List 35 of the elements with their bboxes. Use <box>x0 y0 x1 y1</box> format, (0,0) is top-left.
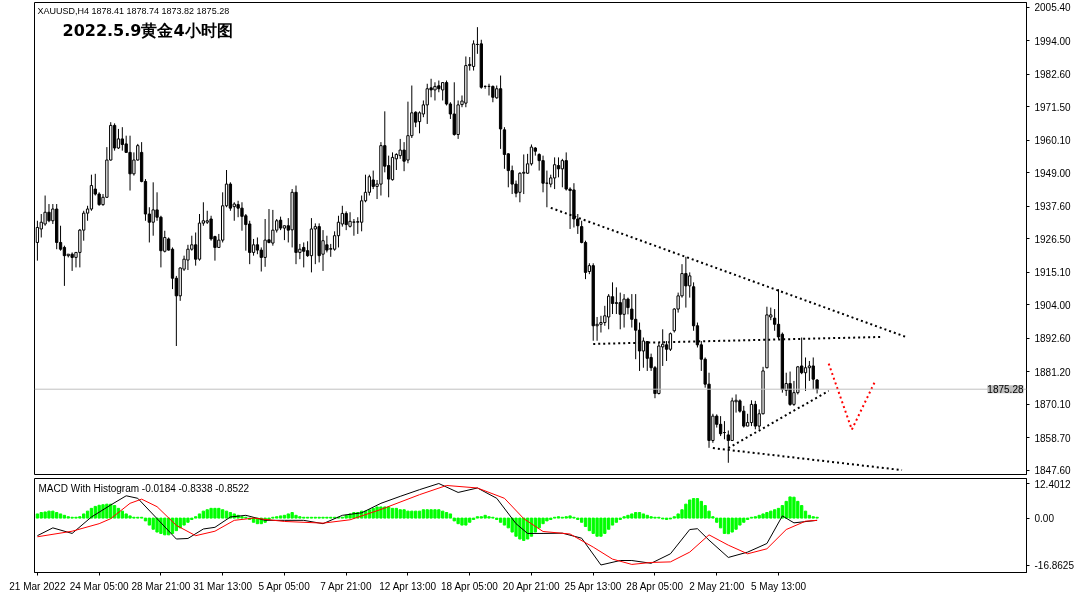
x-tick-label: 12 Apr 13:00 <box>379 580 437 592</box>
y-tick-label: 1994.00 <box>1034 35 1072 47</box>
x-tick-label: 24 Mar 05:00 <box>69 580 130 592</box>
y-tick-label: 1926.50 <box>1034 233 1072 245</box>
y-tick-label: 1982.60 <box>1034 69 1072 81</box>
y-tick-label: 1858.70 <box>1034 432 1072 444</box>
chart-title: MACD With Histogram -0.0184 -0.8338 -0.8522 <box>38 482 250 494</box>
annotation: XAUUSD,H4 1878.41 1878.74 1873.82 1875.28 <box>37 5 230 16</box>
x-tick-label: 31 Mar 13:00 <box>193 580 253 592</box>
x-tick-label: 20 Apr 21:00 <box>502 580 560 592</box>
x-tick-label: 21 Mar 2022 <box>9 580 66 592</box>
x-tick-label: 5 Apr 05:00 <box>258 580 311 592</box>
y-tick-label: 1881.20 <box>1034 366 1072 378</box>
x-tick-label: 5 May 13:00 <box>750 580 807 592</box>
x-tick-label: 7 Apr 21:00 <box>320 580 372 592</box>
y-tick-label: 1915.10 <box>1034 267 1072 279</box>
x-tick-label: 28 Mar 21:00 <box>131 580 191 592</box>
x-tick-label: 25 Apr 13:00 <box>564 580 622 592</box>
text: 2022.5.9黄金4小时图 <box>62 20 233 40</box>
y-tick-label: 1847.60 <box>1034 465 1072 477</box>
x-tick-label: 2 May 21:00 <box>689 580 745 592</box>
x-tick-label: 28 Apr 05:00 <box>626 580 684 592</box>
y-tick-label: 12.4012 <box>1034 478 1072 490</box>
y-tick-label: 0.00 <box>1034 513 1055 525</box>
y-tick-label: 1904.00 <box>1034 299 1072 311</box>
y-tick-label: 1937.60 <box>1034 201 1072 213</box>
x-tick-label: 18 Apr 05:00 <box>441 580 499 592</box>
y-tick-label: 1971.50 <box>1034 101 1072 113</box>
y-tick-label: 1892.60 <box>1034 333 1072 345</box>
ref-line-label: 1875.28 <box>987 384 1024 396</box>
y-tick-label: 2005.40 <box>1034 2 1072 14</box>
y-tick-label: 1870.10 <box>1034 399 1072 411</box>
y-tick-label: 1960.10 <box>1034 135 1072 147</box>
y-tick-label: 1949.00 <box>1034 167 1072 179</box>
y-tick-label: -16.8625 <box>1034 560 1075 572</box>
